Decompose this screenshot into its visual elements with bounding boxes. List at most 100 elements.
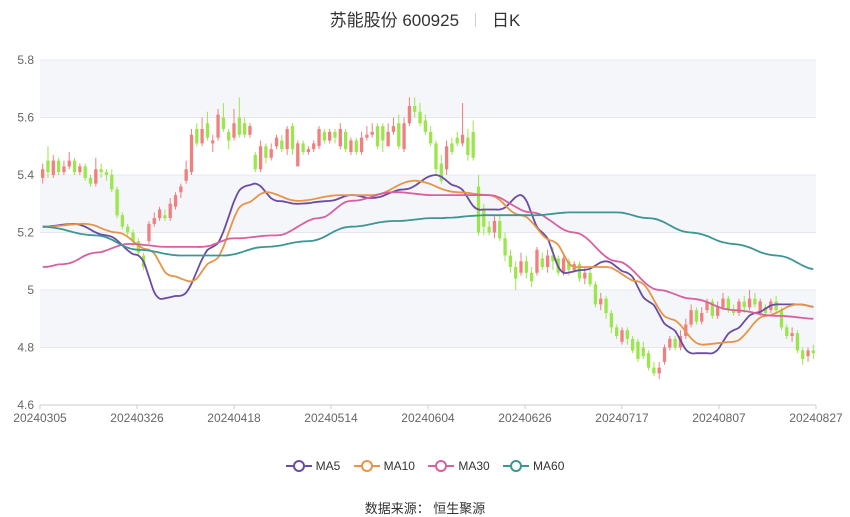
- candle-body: [444, 146, 449, 170]
- series-line-ma30: [42, 191, 814, 320]
- y-tick-label: 5.8: [17, 53, 34, 67]
- candle-body: [163, 215, 167, 219]
- candle-body: [811, 350, 815, 354]
- candle-body: [737, 301, 741, 313]
- y-tick-label: 5.2: [17, 226, 34, 240]
- candle-body: [763, 307, 768, 313]
- candle-body: [370, 131, 374, 135]
- legend-item-ma10[interactable]: MA10: [353, 459, 415, 473]
- candle-body: [716, 307, 720, 316]
- candle-body: [498, 221, 502, 239]
- candle-body: [577, 264, 582, 279]
- legend-ma5-label: MA5: [315, 459, 341, 473]
- legend-item-ma30[interactable]: MA30: [428, 459, 490, 473]
- candle-body: [758, 301, 762, 313]
- candle-body: [328, 131, 332, 141]
- candle-body: [673, 338, 677, 348]
- candle-body: [338, 129, 342, 147]
- candle-body: [375, 126, 380, 147]
- candle-body: [508, 255, 513, 267]
- candle-body: [700, 313, 704, 322]
- grid-band: [40, 60, 816, 118]
- candle-body: [136, 241, 140, 253]
- candle-body: [67, 160, 71, 167]
- x-tick-label: 20240326: [110, 411, 164, 425]
- candle-body: [801, 350, 805, 359]
- x-tick-label: 20240514: [304, 411, 358, 425]
- candle-body: [157, 209, 162, 219]
- y-tick-label: 5: [27, 283, 34, 297]
- candle-body: [99, 169, 103, 173]
- grid-band: [40, 290, 816, 348]
- candle-body: [184, 169, 188, 181]
- candle-body: [662, 347, 667, 362]
- candle-body: [333, 131, 337, 138]
- candle-body: [646, 353, 651, 368]
- y-tick-label: 5.6: [17, 111, 34, 125]
- candle-body: [524, 261, 528, 273]
- candle-body: [131, 232, 135, 242]
- candle-body: [274, 137, 279, 147]
- legend-ma60-icon: [503, 459, 530, 473]
- period-label: 日K: [492, 11, 521, 30]
- candle-body: [460, 134, 465, 144]
- candle-body: [280, 140, 284, 150]
- candle-body: [227, 131, 231, 141]
- candle-body: [253, 154, 257, 170]
- candle-body: [94, 169, 98, 184]
- candle-body: [492, 221, 497, 233]
- candle-body: [551, 255, 555, 262]
- candle-body: [237, 117, 241, 135]
- legend-ma5-icon: [285, 459, 312, 473]
- legend-item-ma60[interactable]: MA60: [503, 459, 564, 473]
- candle-body: [779, 310, 784, 328]
- candle-body: [742, 301, 746, 308]
- candle-body: [806, 350, 810, 357]
- candle-body: [503, 238, 507, 256]
- candle-body: [120, 215, 125, 227]
- candle-body: [609, 313, 614, 328]
- candle-body: [195, 129, 199, 144]
- candle-body: [312, 143, 316, 150]
- candle-body: [652, 367, 656, 374]
- candle-body: [110, 175, 114, 190]
- candle-body: [620, 330, 624, 342]
- candle-body: [56, 160, 61, 173]
- candle-body: [466, 137, 470, 155]
- candle-body: [455, 137, 459, 144]
- candle-body: [604, 298, 608, 313]
- candle-body: [232, 123, 236, 138]
- candle-body: [88, 177, 93, 184]
- candle-body: [211, 140, 215, 144]
- legend-ma10-label: MA10: [383, 459, 415, 473]
- candle-body: [78, 166, 82, 173]
- candle-body: [785, 327, 789, 336]
- legend-item-ma5[interactable]: MA5: [285, 459, 341, 473]
- candle-body: [535, 249, 539, 273]
- candle-body: [285, 129, 289, 150]
- candle-body: [514, 267, 518, 279]
- y-tick-label: 5.4: [17, 168, 34, 182]
- candle-body: [349, 140, 353, 152]
- candle-body: [381, 126, 385, 141]
- candle-body: [402, 123, 406, 150]
- candle-body: [200, 129, 204, 144]
- candle-body: [152, 218, 156, 224]
- candle-body: [248, 126, 252, 135]
- legend-ma10-icon: [353, 459, 380, 473]
- candle-body: [540, 258, 544, 267]
- candle-body: [216, 114, 220, 138]
- candle-body: [205, 123, 210, 138]
- candle-body: [471, 131, 475, 158]
- candle-body: [115, 189, 119, 216]
- x-tick-label: 20240807: [692, 411, 746, 425]
- candle-body: [482, 209, 486, 227]
- candle-body: [407, 106, 412, 124]
- candle-body: [795, 333, 800, 351]
- candle-body: [450, 143, 454, 152]
- candle-body: [354, 140, 358, 152]
- candle-body: [72, 160, 77, 173]
- candle-body: [561, 258, 566, 273]
- candle-body: [296, 143, 300, 167]
